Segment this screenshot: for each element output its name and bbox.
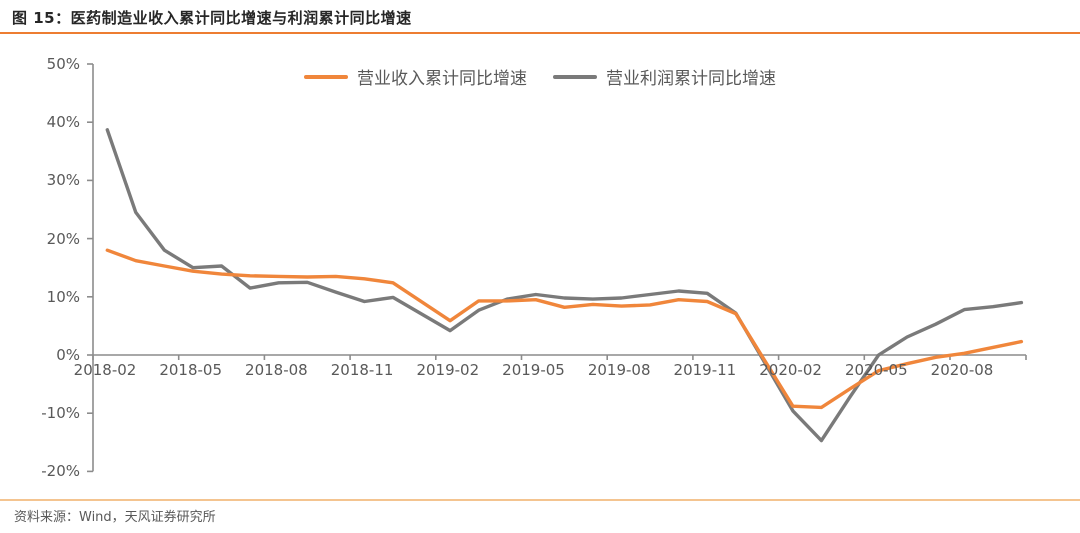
y-axis-label: 0% [56,346,80,364]
x-axis-label: 2019-02 [416,361,480,379]
x-axis-label: 2019-05 [502,361,565,379]
legend-item-revenue: 营业收入累计同比增速 [304,64,527,89]
y-axis-label: 20% [46,229,80,248]
legend-label-profit: 营业利润累计同比增速 [606,69,776,89]
y-axis-label: -20% [41,462,80,481]
y-axis-label: -10% [41,404,80,423]
title-underline [0,32,1080,34]
x-axis-label: 2018-05 [159,361,223,379]
x-axis-label: 2018-11 [330,361,394,379]
x-axis-label: 2020-08 [930,361,994,379]
y-axis-label: 30% [46,171,80,190]
x-axis-label: 2019-08 [587,361,651,379]
figure-title: 图 15：医药制造业收入累计同比增速与利润累计同比增速 [12,9,412,27]
x-axis-label: 2019-11 [673,361,737,379]
legend-item-profit: 营业利润累计同比增速 [553,64,776,89]
source-note: 资料来源：Wind，天风证券研究所 [14,510,216,525]
revenue-line [105,248,1024,410]
profit-line [105,128,1024,443]
legend-label-revenue: 营业收入累计同比增速 [357,69,527,89]
profit-line-swatch [553,74,597,79]
y-axis-label: 40% [46,113,80,132]
revenue-line-swatch [304,74,348,79]
x-axis-label: 2018-02 [73,361,137,379]
source-divider [0,499,1080,501]
x-axis-label: 2020-02 [759,361,822,379]
x-axis-label: 2018-08 [245,361,308,379]
y-axis-label: 10% [46,287,80,306]
x-axis-label: 2020-05 [844,361,908,379]
chart-legend: 营业收入累计同比增速 营业利润累计同比增速 [0,64,1080,89]
y-axis-label: 50% [46,55,80,73]
